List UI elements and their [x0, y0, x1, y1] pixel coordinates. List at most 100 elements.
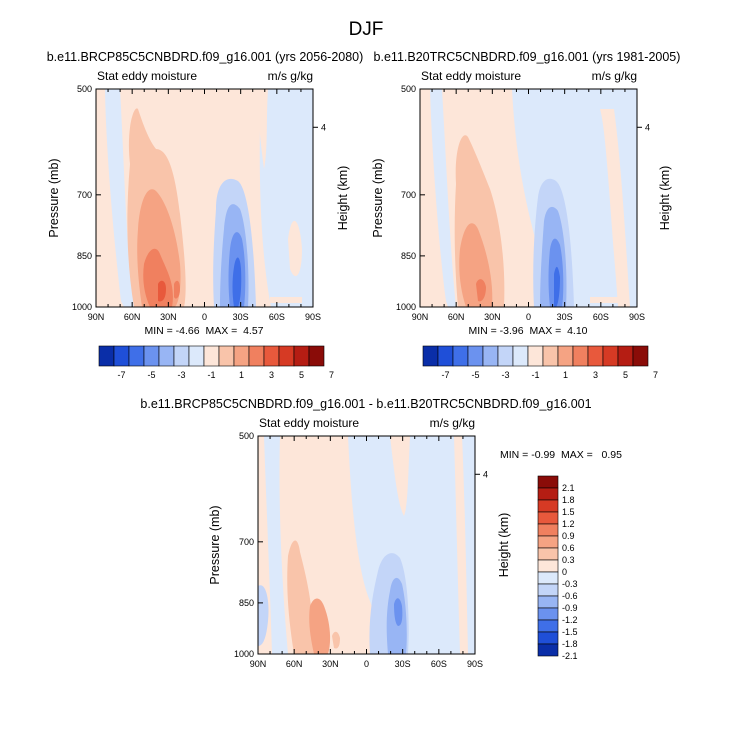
panel-difference-stats: MIN = -0.99 MAX = 0.95: [500, 449, 622, 461]
y-tick-label: 1000: [396, 302, 416, 312]
colorbar-swatch: [173, 345, 190, 367]
colorbar-swatch: [537, 559, 559, 573]
colorbar-label: -1.5: [562, 627, 578, 637]
colorbar-label: -5: [147, 370, 155, 380]
colorbar-swatch: [308, 345, 325, 367]
colorbar-label: 1.8: [562, 495, 575, 505]
colorbar-swatch: [98, 345, 115, 367]
colorbar-label: -5: [471, 370, 479, 380]
x-tick-label: 60N: [286, 659, 303, 669]
colorbar-swatch: [188, 345, 205, 367]
x-tick-label: 60S: [593, 312, 609, 322]
x-tick-label: 30N: [484, 312, 501, 322]
colorbar-label: -1: [207, 370, 215, 380]
x-tick-label: 90S: [305, 312, 321, 322]
colorbar-label: -7: [117, 370, 125, 380]
colorbar-swatch: [617, 345, 634, 367]
contour-region: [476, 279, 486, 302]
x-tick-label: 60S: [269, 312, 285, 322]
colorbar-swatch: [452, 345, 469, 367]
colorbar-swatch: [537, 607, 559, 621]
panel-20tr-stats: MIN = -3.96 MAX = 4.10: [468, 325, 587, 337]
colorbar-label: 0: [562, 567, 567, 577]
x-tick-label: 0: [202, 312, 207, 322]
colorbar-swatch: [203, 345, 220, 367]
panel-rcp85-stats: MIN = -4.66 MAX = 4.57: [144, 325, 263, 337]
colorbar-swatch: [278, 345, 295, 367]
colorbar-swatch: [437, 345, 454, 367]
colorbar-swatch: [422, 345, 439, 367]
colorbar-swatch: [218, 345, 235, 367]
colorbar-label: -1: [531, 370, 539, 380]
panel-difference-axes: 90N 60N 30N 0 30S 60S 90S 500 700 850 1000 4: [234, 431, 488, 669]
panel-rcp85: b.e11.BRCP85C5CNBDRD.f09_g16.001 (yrs 20…: [47, 50, 364, 380]
colorbar-label: 7: [329, 370, 334, 380]
colorbar-swatch: [527, 345, 544, 367]
x-tick-label: 90N: [412, 312, 429, 322]
panel-difference-title: b.e11.BRCP85C5CNBDRD.f09_g16.001 - b.e11…: [140, 397, 591, 411]
colorbar-swatch: [537, 595, 559, 609]
panel-20tr-y2label: Height (km): [658, 166, 672, 231]
contour-region: [394, 598, 403, 626]
colorbar-swatch: [537, 583, 559, 597]
colorbar-label: 0.9: [562, 531, 575, 541]
contour-region: [174, 280, 180, 299]
panel-difference-right-label: m/s g/kg: [430, 416, 475, 430]
y-tick-label: 1000: [234, 649, 254, 659]
x-tick-label: 90N: [250, 659, 267, 669]
colorbar-swatch: [143, 345, 160, 367]
colorbar-label: 1.2: [562, 519, 575, 529]
x-tick-label: 30S: [233, 312, 249, 322]
contour-region: [309, 598, 331, 654]
contour-region: [590, 297, 625, 303]
y2-tick-label: 4: [483, 469, 488, 479]
colorbar-label: 5: [623, 370, 628, 380]
figure-title: DJF: [349, 19, 384, 40]
x-tick-label: 60N: [124, 312, 141, 322]
contour-region: [454, 436, 468, 654]
colorbar-label: 0.6: [562, 543, 575, 553]
panel-rcp85-left-label: Stat eddy moisture: [97, 69, 197, 83]
contour-region: [332, 631, 340, 649]
panel-difference-ylabel: Pressure (mb): [208, 505, 222, 584]
contour-region: [390, 436, 410, 516]
contour-region: [288, 220, 302, 277]
y-tick-label: 850: [239, 598, 254, 608]
colorbar-swatch: [632, 345, 649, 367]
panel-rcp85-ylabel: Pressure (mb): [47, 158, 61, 237]
colorbar-swatch: [293, 345, 310, 367]
x-tick-label: 30N: [322, 659, 339, 669]
panel-rcp85-y2label: Height (km): [336, 166, 350, 231]
colorbar-label: -1.8: [562, 639, 578, 649]
colorbar-swatch: [537, 487, 559, 501]
panel-20tr-title: b.e11.B20TRC5CNBDRD.f09_g16.001 (yrs 198…: [374, 50, 681, 64]
colorbar-swatch: [587, 345, 604, 367]
colorbar-swatch: [537, 547, 559, 561]
colorbar-swatch: [537, 511, 559, 525]
y2-tick-label: 4: [321, 122, 326, 132]
y-tick-label: 700: [401, 190, 416, 200]
x-tick-label: 60N: [448, 312, 465, 322]
y-tick-label: 700: [77, 190, 92, 200]
contour-region: [258, 585, 269, 646]
colorbar-label: -0.9: [562, 603, 578, 613]
colorbar-swatch: [537, 631, 559, 645]
colorbar-label: 7: [653, 370, 658, 380]
panel-difference-colorbar: 2.1 1.8 1.5 1.2 0.9 0.6 0.3 0 -0.3 -0.6 -0.9 -1.2 -1…: [537, 475, 578, 661]
panel-difference-left-label: Stat eddy moisture: [259, 416, 359, 430]
colorbar-label: -7: [441, 370, 449, 380]
x-tick-label: 60S: [431, 659, 447, 669]
contour-region: [600, 109, 630, 307]
panel-rcp85-axes: 90N 60N 30N 0 30S 60S 90S 500 700 850 1000 4: [72, 84, 326, 322]
colorbar-swatch: [512, 345, 529, 367]
panel-difference-y2label: Height (km): [497, 513, 511, 578]
x-tick-label: 30S: [395, 659, 411, 669]
colorbar-swatch: [572, 345, 589, 367]
panel-20tr-contours: [420, 89, 637, 307]
colorbar-swatch: [537, 619, 559, 633]
contour-region: [420, 89, 448, 307]
panel-rcp85-title: b.e11.BRCP85C5CNBDRD.f09_g16.001 (yrs 20…: [47, 50, 364, 64]
x-tick-label: 30N: [160, 312, 177, 322]
colorbar-label: -2.1: [562, 651, 578, 661]
